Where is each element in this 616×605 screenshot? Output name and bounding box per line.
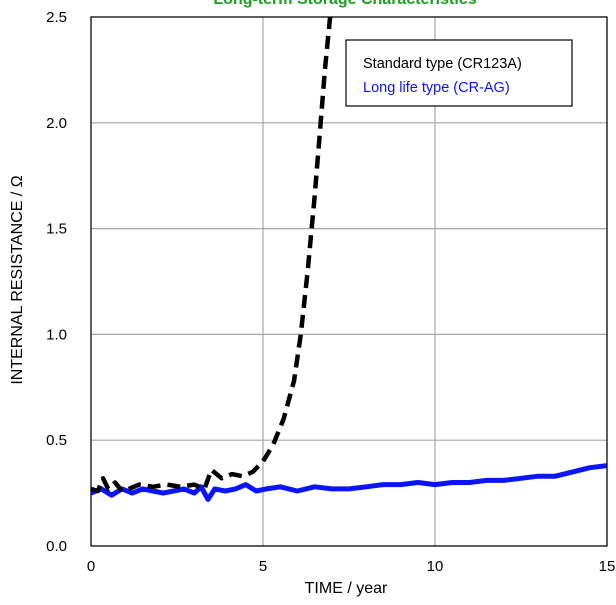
y-tick-label: 0.0 bbox=[46, 538, 67, 555]
x-axis-title: TIME / year bbox=[305, 580, 388, 597]
tick-label-layer: 0 5 10 15 0.0 0.5 1.0 1.5 2.0 2.5 bbox=[46, 9, 615, 575]
x-tick-label: 5 bbox=[259, 558, 267, 575]
series-line-standard bbox=[90, 16, 333, 494]
legend-entry-standard: Standard type (CR123A) bbox=[363, 56, 522, 72]
y-tick-label: 0.5 bbox=[46, 432, 67, 449]
y-tick-label: 2.5 bbox=[46, 9, 67, 26]
x-tick-label: 0 bbox=[87, 558, 95, 575]
plot-frame bbox=[90, 16, 608, 547]
y-tick-label: 2.0 bbox=[46, 115, 67, 132]
x-tick-label: 10 bbox=[427, 558, 444, 575]
series-line-long-life bbox=[90, 463, 608, 502]
legend-entry-long-life: Long life type (CR-AG) bbox=[363, 80, 510, 96]
y-axis-title: INTERNAL RESISTANCE / Ω bbox=[9, 175, 26, 384]
y-tick-label: 1.5 bbox=[46, 221, 67, 238]
legend-box bbox=[345, 39, 573, 107]
series-layer bbox=[90, 16, 608, 502]
legend: Standard type (CR123A) Long life type (C… bbox=[345, 39, 573, 107]
y-tick-label: 1.0 bbox=[46, 326, 67, 343]
chart-title: Long-term Storage Characteristics bbox=[213, 0, 476, 8]
x-tick-label: 15 bbox=[599, 558, 616, 575]
